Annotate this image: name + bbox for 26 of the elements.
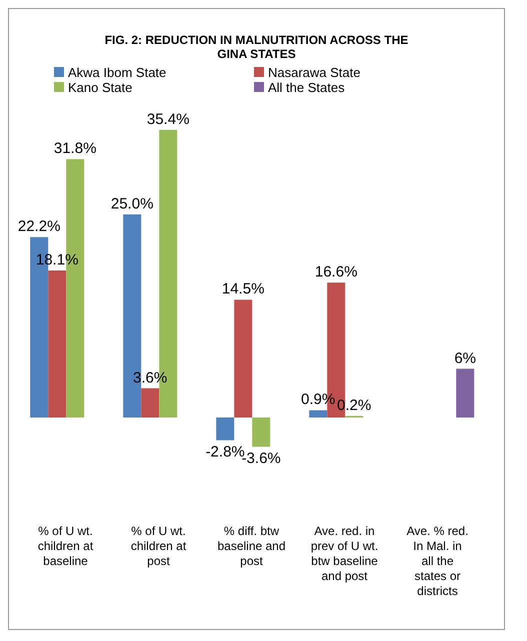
data-label: 31.8% xyxy=(54,140,96,158)
legend-label: Akwa Ibom State xyxy=(67,65,168,80)
x-tick-label: % of U wt. children at post xyxy=(130,524,187,568)
data-label: 35.4% xyxy=(146,110,190,128)
data-label: 14.5% xyxy=(222,280,264,298)
data-label: 25.0% xyxy=(110,195,154,212)
data-label: 6% xyxy=(454,350,476,367)
bar xyxy=(309,410,328,418)
bar xyxy=(234,300,252,418)
data-label: -2.8% xyxy=(206,443,245,460)
bar xyxy=(216,418,234,440)
data-label: 18.1% xyxy=(36,251,78,268)
chart-title: FIG. 2: REDUCTION IN MALNUTRITION ACROSS THE GINA STATES xyxy=(104,33,410,61)
legend-label: All the States xyxy=(267,80,346,95)
legend-label: Kano State xyxy=(67,80,134,95)
x-tick-label: Ave. red. in prev of U wt. btw baseline and post xyxy=(310,524,378,583)
data-label: 16.6% xyxy=(314,264,358,281)
bar xyxy=(456,368,474,418)
data-label: 22.2% xyxy=(18,218,60,236)
bar xyxy=(252,418,270,447)
bar xyxy=(141,388,160,418)
bar xyxy=(48,270,66,418)
x-tick-label: Ave. % red. In Mal. in all the states or districts xyxy=(406,524,468,598)
x-tick-label: % of U wt. children at baseline xyxy=(38,524,94,568)
x-tick-label: % diff. btw baseline and post xyxy=(217,524,286,568)
legend-label: Nasarawa State xyxy=(267,65,362,80)
